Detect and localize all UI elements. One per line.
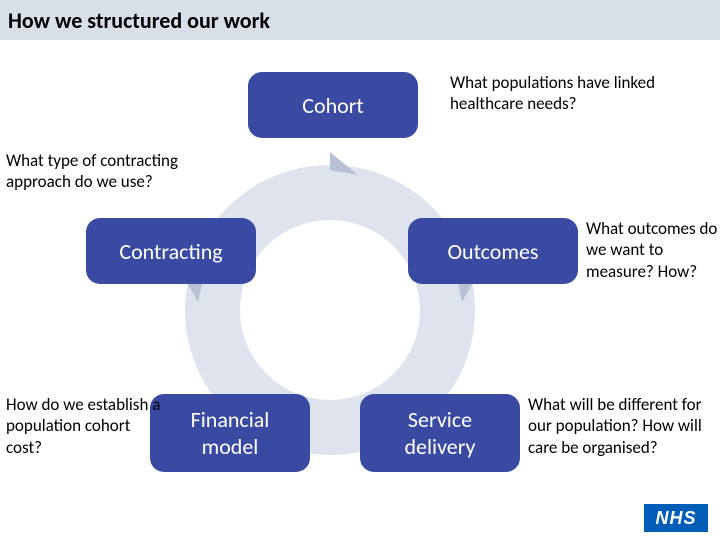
node-contracting-label: Contracting xyxy=(119,238,222,265)
node-cohort-label: Cohort xyxy=(302,92,364,119)
annot-outcomes: What outcomes do we want to measure? How… xyxy=(586,218,718,282)
node-financial: Financial model xyxy=(150,394,310,472)
node-service-label: Service delivery xyxy=(404,406,475,460)
node-outcomes-label: Outcomes xyxy=(447,238,538,265)
annot-financial: How do we establish a population cohort … xyxy=(6,394,166,458)
page-title: How we structured our work xyxy=(8,7,270,34)
annot-outcomes-text: What outcomes do we want to measure? How… xyxy=(586,218,717,282)
node-contracting: Contracting xyxy=(86,218,256,284)
annot-contracting-text: What type of contracting approach do we … xyxy=(6,150,178,192)
title-bar: How we structured our work xyxy=(0,0,720,40)
annot-service: What will be different for our populatio… xyxy=(528,394,714,458)
node-cohort: Cohort xyxy=(248,72,418,138)
annot-contracting: What type of contracting approach do we … xyxy=(6,150,196,193)
annot-financial-text: How do we establish a population cohort … xyxy=(6,394,160,458)
slide-stage: How we structured our work Cohort Contra… xyxy=(0,0,720,540)
annot-service-text: What will be different for our populatio… xyxy=(528,394,702,458)
node-service: Service delivery xyxy=(360,394,520,472)
nhs-logo: NHS xyxy=(644,504,708,532)
node-outcomes: Outcomes xyxy=(408,218,578,284)
annot-cohort: What populations have linked healthcare … xyxy=(450,72,700,115)
nhs-logo-text: NHS xyxy=(655,508,696,529)
annot-cohort-text: What populations have linked healthcare … xyxy=(450,72,655,114)
node-financial-label: Financial model xyxy=(191,406,270,460)
